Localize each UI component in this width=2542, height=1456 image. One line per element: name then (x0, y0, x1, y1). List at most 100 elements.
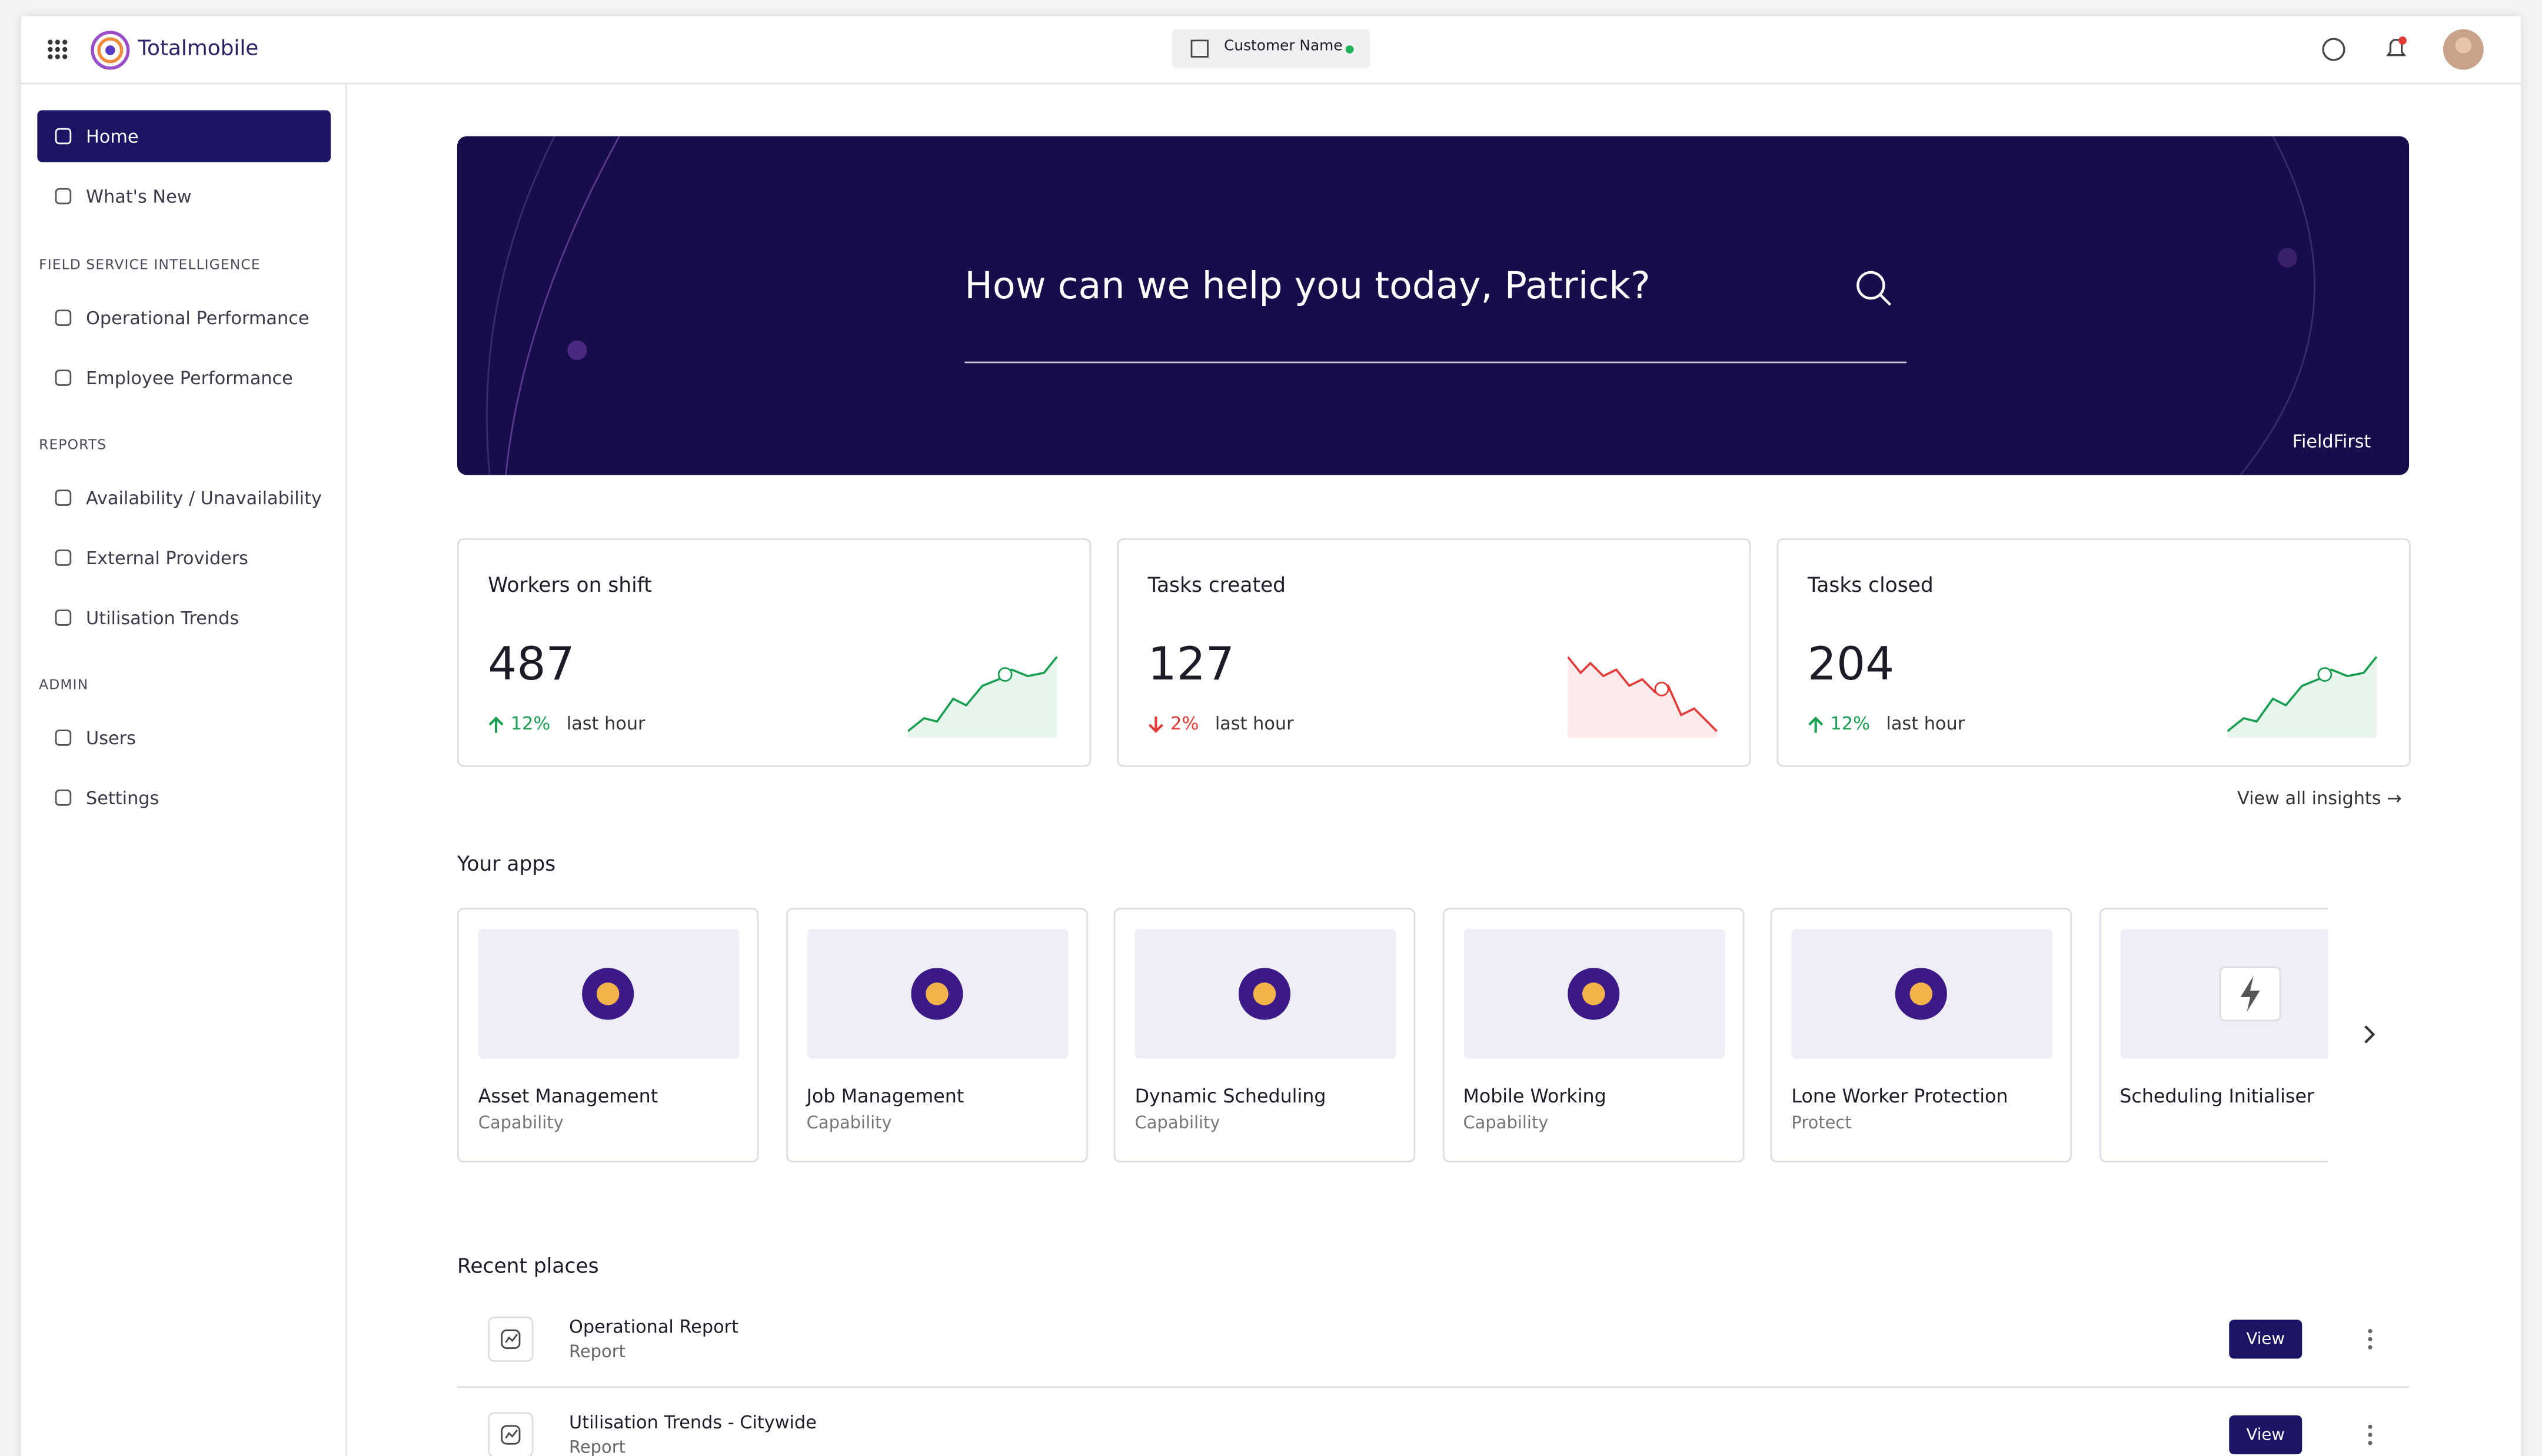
top-bar: Totalmobile Customer Name (21, 16, 2521, 85)
kpi-delta: 12% last hour (1808, 713, 1965, 735)
nav-item[interactable]: Settings (37, 772, 331, 824)
kpi-title: Workers on shift (488, 572, 652, 597)
help-icon[interactable] (2321, 37, 2345, 61)
kpi-value: 204 (1807, 637, 1895, 691)
nav-label: Utilisation Trends (86, 607, 239, 628)
app-name: Dynamic Scheduling (1134, 1084, 1326, 1108)
sparkline (907, 657, 1058, 738)
customer-name: Customer Name (1224, 39, 1343, 55)
view-button[interactable]: View (2229, 1320, 2303, 1359)
kpi-delta-value: 12% (510, 713, 551, 735)
trend-arrow (488, 715, 504, 732)
nav-item[interactable]: What's New (37, 170, 331, 222)
recent-kind: Report (569, 1438, 625, 1456)
kpi-card[interactable]: Workers on shift 487 12% last hour (457, 538, 1092, 767)
logo-icon (91, 31, 130, 70)
apps-title: Your apps (457, 851, 556, 876)
app-name: Lone Worker Protection (1791, 1084, 2008, 1108)
nav-label: Settings (86, 787, 159, 808)
nav-item[interactable]: Operational Performance (37, 292, 331, 344)
recent-icon (488, 1316, 534, 1362)
app-icon (910, 968, 963, 1020)
recent-title: Recent places (457, 1253, 599, 1278)
kpi-title: Tasks created (1147, 572, 1286, 597)
hero: How can we help you today, Patrick? Fiel… (457, 136, 2410, 475)
apps-row: Asset Management Capability Job Management… (457, 908, 2328, 1167)
customer-selector[interactable]: Customer Name (1172, 29, 1370, 68)
view-button[interactable]: View (2229, 1415, 2303, 1455)
kpi-value: 487 (488, 637, 575, 691)
app-card[interactable]: Lone Worker Protection Protect (1770, 908, 2072, 1163)
nav-item[interactable]: External Providers (37, 532, 331, 584)
search-underline (964, 361, 1906, 364)
insights-link-text[interactable]: View all insights (2237, 788, 2381, 809)
app-kind: Capability (478, 1114, 564, 1134)
notifications-icon[interactable] (2383, 36, 2409, 62)
app-thumbnail (478, 929, 740, 1059)
more-menu[interactable] (2367, 1424, 2373, 1447)
app-card[interactable]: Job Management Capability (785, 908, 1087, 1163)
brand: Totalmobile (138, 37, 259, 62)
nav-item[interactable]: Utilisation Trends (37, 592, 331, 644)
nav-label: Home (86, 125, 139, 147)
search-icon[interactable] (1855, 269, 1894, 308)
nav-icon (55, 609, 72, 626)
chart-icon (501, 1329, 521, 1349)
app-card[interactable]: Scheduling Initialiser (2098, 908, 2328, 1163)
nav-label: What's New (86, 185, 192, 207)
app-icon (582, 968, 634, 1020)
recent-icon (488, 1412, 534, 1456)
app-name: Asset Management (478, 1084, 658, 1108)
kpi-card[interactable]: Tasks closed 204 12% last hour (1776, 538, 2411, 767)
nav-icon (55, 789, 72, 806)
nav-icon (55, 369, 72, 386)
nav-label: External Providers (86, 547, 248, 568)
chart-icon (501, 1425, 521, 1445)
status-dot (1345, 45, 1354, 54)
nav-item[interactable]: Home (37, 110, 331, 162)
nav-section-title: FIELD SERVICE INTELLIGENCE (39, 258, 261, 274)
kpi-delta-value: 12% (1830, 713, 1870, 735)
app-name: Mobile Working (1463, 1084, 1606, 1108)
app-card[interactable]: Dynamic Scheduling Capability (1113, 908, 1416, 1163)
kpi-card[interactable]: Tasks created 127 2% last hour (1117, 538, 1751, 767)
app-kind: Protect (1791, 1114, 1852, 1134)
more-menu[interactable] (2367, 1328, 2373, 1351)
kpi-period: last hour (1215, 713, 1294, 735)
hero-decoration (486, 136, 2315, 475)
divider (457, 1386, 2410, 1388)
nav-icon (55, 309, 72, 326)
app-thumbnail (2120, 929, 2328, 1059)
search-prompt[interactable]: How can we help you today, Patrick? (964, 265, 1651, 308)
trend-arrow (1808, 715, 1824, 732)
app-thumbnail (1463, 929, 1725, 1059)
nav-icon (55, 729, 72, 746)
nav-label: Employee Performance (86, 367, 293, 389)
nav-item[interactable]: Employee Performance (37, 352, 331, 404)
nav-label: Availability / Unavailability (86, 487, 322, 509)
kpi-delta: 2% last hour (1148, 713, 1294, 735)
app-card[interactable]: Asset Management Capability (457, 908, 759, 1163)
sparkline (1568, 657, 1718, 738)
kpi-period: last hour (1886, 713, 1965, 735)
recent-name[interactable]: Utilisation Trends - Citywide (569, 1412, 817, 1434)
app-kind: Capability (806, 1114, 892, 1134)
insights-link[interactable]: View all insights → (2237, 788, 2402, 809)
kpi-delta-value: 2% (1170, 713, 1199, 735)
kpi-period: last hour (566, 713, 646, 735)
sparkline (2227, 657, 2378, 738)
app-thumbnail (1134, 929, 1396, 1059)
apps-grid-icon[interactable] (47, 39, 68, 60)
app-kind: Capability (1134, 1114, 1220, 1134)
avatar[interactable] (2443, 29, 2484, 70)
recent-kind: Report (569, 1342, 625, 1362)
nav-icon (55, 489, 72, 506)
apps-next[interactable] (2360, 1023, 2380, 1046)
nav-item[interactable]: Users (37, 712, 331, 764)
kpi-title: Tasks closed (1807, 572, 1934, 597)
recent-name[interactable]: Operational Report (569, 1316, 738, 1338)
nav-item[interactable]: Availability / Unavailability (37, 472, 331, 524)
app-card[interactable]: Mobile Working Capability (1442, 908, 1744, 1163)
